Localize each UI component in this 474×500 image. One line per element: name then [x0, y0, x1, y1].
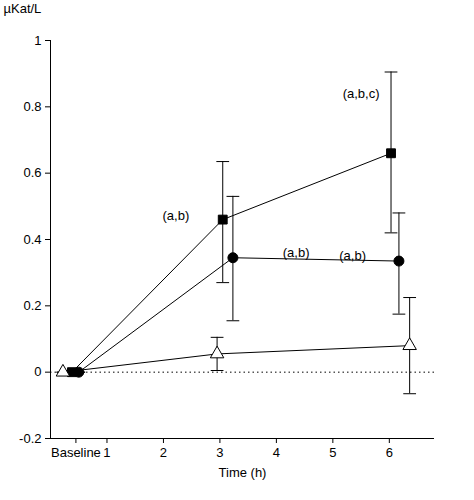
svg-text:µKat/L: µKat/L [4, 1, 42, 16]
svg-text:3: 3 [216, 445, 223, 460]
svg-text:-0.2: -0.2 [19, 431, 41, 446]
svg-text:0.2: 0.2 [23, 298, 41, 313]
svg-text:(a,b,c): (a,b,c) [343, 86, 380, 101]
svg-text:Baseline: Baseline [51, 445, 101, 460]
svg-text:4: 4 [273, 445, 280, 460]
svg-text:1: 1 [34, 33, 41, 48]
svg-text:(a,b): (a,b) [339, 248, 366, 263]
svg-text:2: 2 [160, 445, 167, 460]
svg-text:(a,b): (a,b) [162, 208, 189, 223]
svg-text:5: 5 [329, 445, 336, 460]
svg-text:(a,b): (a,b) [283, 245, 310, 260]
svg-text:0: 0 [34, 364, 41, 379]
svg-text:1: 1 [103, 445, 110, 460]
svg-text:6: 6 [386, 445, 393, 460]
svg-text:Time (h): Time (h) [219, 465, 267, 480]
svg-text:0.4: 0.4 [23, 232, 41, 247]
svg-text:0.6: 0.6 [23, 165, 41, 180]
svg-text:0.8: 0.8 [23, 99, 41, 114]
